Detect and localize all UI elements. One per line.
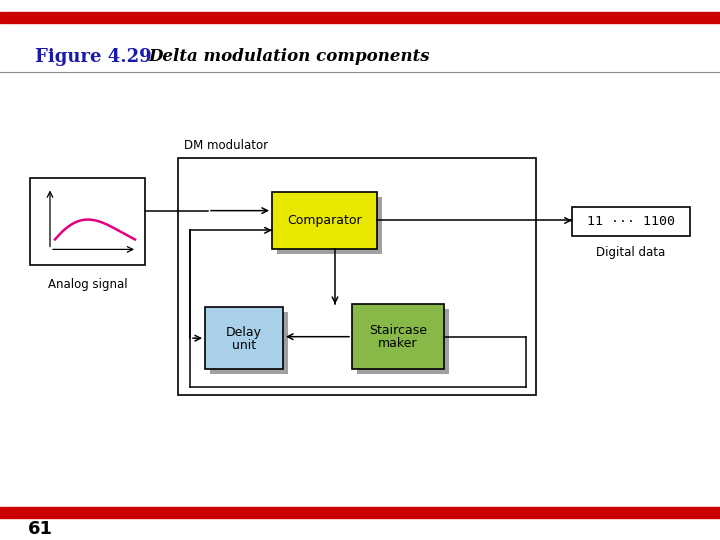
FancyBboxPatch shape bbox=[277, 197, 382, 254]
FancyBboxPatch shape bbox=[572, 206, 690, 237]
Text: Comparator: Comparator bbox=[287, 214, 362, 227]
Bar bbox=[0, 507, 720, 518]
Text: Delta modulation components: Delta modulation components bbox=[148, 49, 430, 65]
Text: Analog signal: Analog signal bbox=[48, 278, 127, 291]
Text: Digital data: Digital data bbox=[596, 246, 665, 259]
FancyBboxPatch shape bbox=[30, 178, 145, 265]
FancyBboxPatch shape bbox=[357, 309, 449, 374]
FancyBboxPatch shape bbox=[210, 312, 288, 374]
FancyBboxPatch shape bbox=[272, 192, 377, 249]
Text: DM modulator: DM modulator bbox=[184, 139, 268, 152]
Text: maker: maker bbox=[378, 337, 418, 350]
Text: unit: unit bbox=[232, 339, 256, 352]
FancyBboxPatch shape bbox=[205, 307, 283, 369]
Text: 61: 61 bbox=[28, 519, 53, 538]
Text: Figure 4.29: Figure 4.29 bbox=[35, 48, 152, 66]
Bar bbox=[0, 12, 720, 23]
Text: 11 ··· 1100: 11 ··· 1100 bbox=[587, 215, 675, 228]
FancyBboxPatch shape bbox=[352, 304, 444, 369]
Text: Delay: Delay bbox=[226, 326, 262, 339]
Text: Staircase: Staircase bbox=[369, 324, 427, 337]
